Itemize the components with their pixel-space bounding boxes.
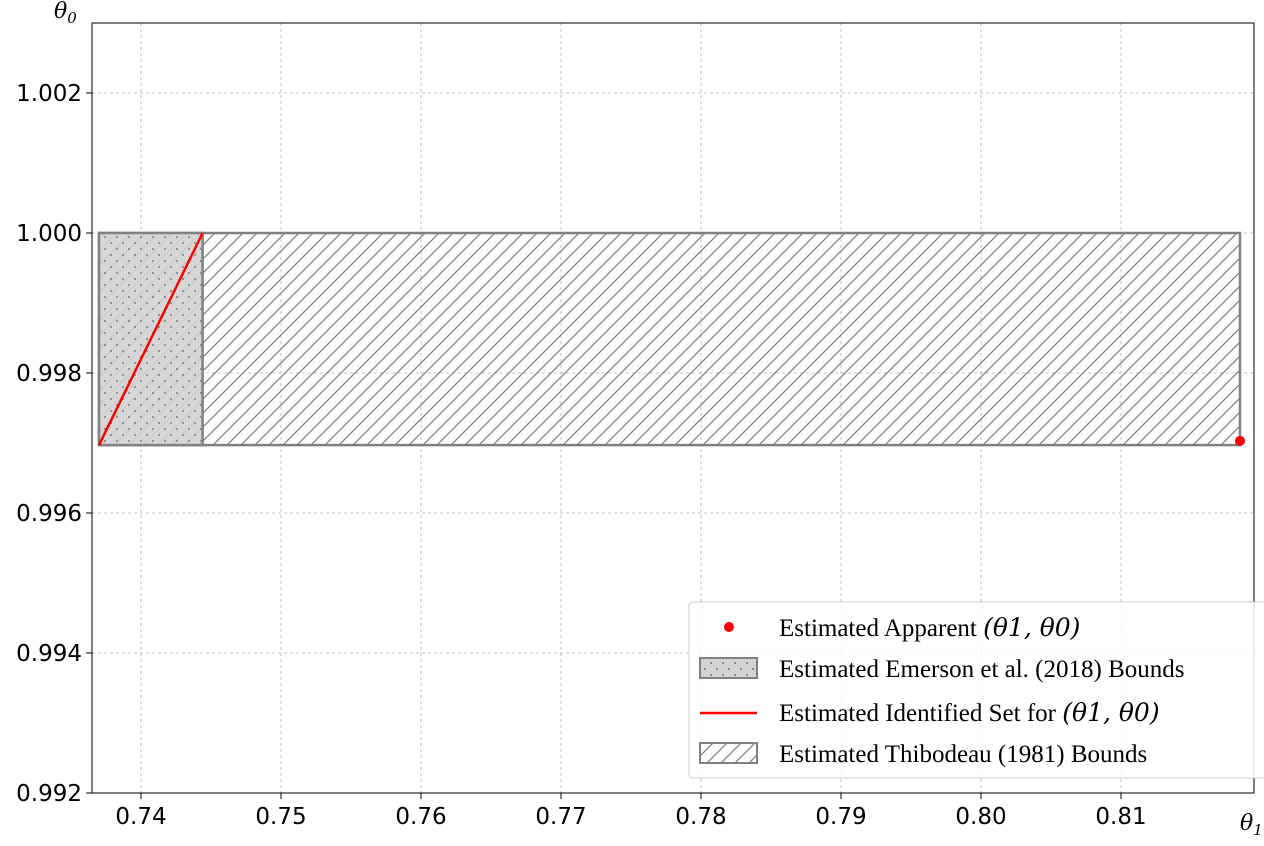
tick-labels: 0.74 0.75 0.76 0.77 0.78 0.79 0.80 0.81 0.992 0.9… [16,81,1146,830]
apparent-point [1235,435,1245,446]
y-axis-label-sub: 0 [67,9,77,27]
y-tick-label: 1.000 [16,221,82,247]
x-axis-label-sub: 1 [1253,821,1263,839]
x-tick-label: 0.77 [535,804,586,830]
legend-marker-emerson [699,657,758,679]
legend-box [688,601,1264,779]
legend-marker-apparent [724,622,734,632]
legend-marker-thibodeau [699,742,758,764]
y-tick-label: 0.992 [16,781,82,807]
legend-label-identified-set-text: Estimated Identified Set for [779,700,1062,727]
x-tick-label: 0.79 [815,804,866,830]
plot-frame [91,22,1255,794]
legend-label-thibodeau: Estimated Thibodeau (1981) Bounds [779,741,1147,768]
y-tick-label: 0.996 [16,501,82,527]
y-axis-label: θ0 [54,0,77,27]
legend-label-emerson: Estimated Emerson et al. (2018) Bounds [779,656,1184,683]
legend-label-apparent: Estimated Apparent (θ1, θ0) [779,613,1080,642]
identified-set-line [97,232,204,446]
legend-label-apparent-math: (θ1, θ0) [983,613,1080,642]
thibodeau-bounds-rect [97,231,1242,447]
ticks [86,92,1122,799]
legend-label-apparent-text: Estimated Apparent [779,615,983,642]
x-tick-label: 0.74 [115,804,166,830]
x-axis-label-main: θ [1240,811,1253,836]
x-tick-label: 0.75 [255,804,306,830]
x-tick-label: 0.80 [955,804,1006,830]
x-tick-label: 0.78 [675,804,726,830]
x-tick-label: 0.81 [1095,804,1146,830]
legend: Estimated Apparent (θ1, θ0) Estimated Em… [688,601,1264,779]
legend-label-identified-set: Estimated Identified Set for (θ1, θ0) [779,698,1160,727]
y-axis-label-main: θ [54,0,67,24]
y-tick-label: 0.994 [16,641,82,667]
plot-area [97,231,1245,447]
y-tick-label: 0.998 [16,361,82,387]
x-axis-label: θ1 [1240,811,1263,839]
x-tick-label: 0.76 [395,804,446,830]
y-tick-label: 1.002 [16,81,82,107]
legend-label-identified-set-math: (θ1, θ0) [1062,698,1159,727]
